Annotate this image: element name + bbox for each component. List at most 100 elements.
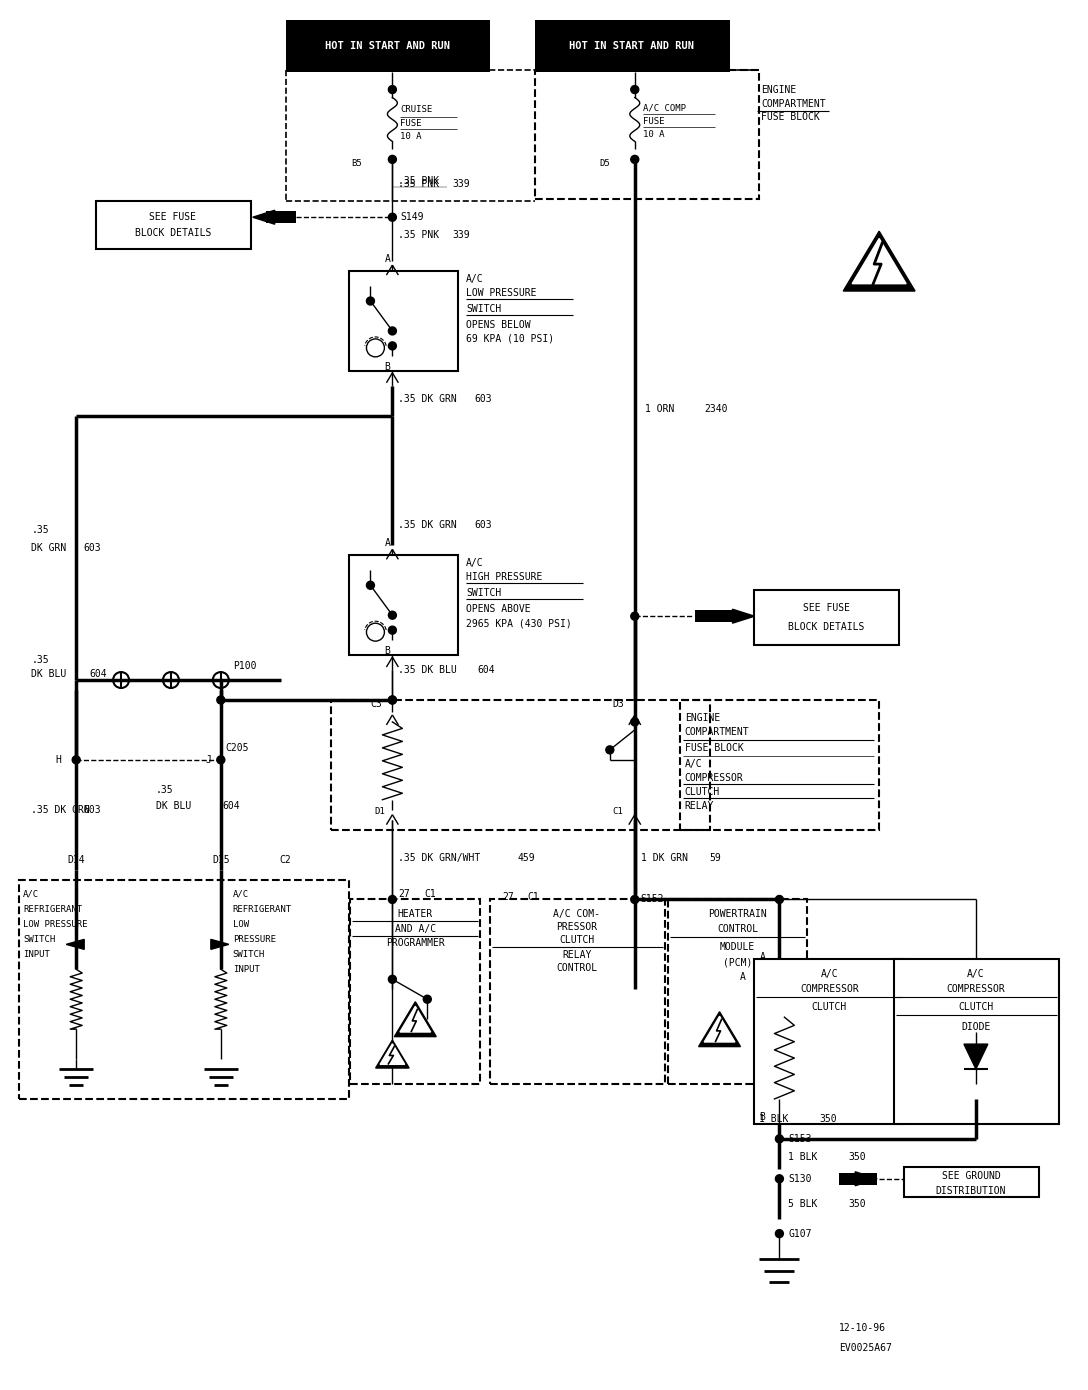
Polygon shape xyxy=(843,231,915,291)
Circle shape xyxy=(217,696,225,703)
Text: OPENS ABOVE: OPENS ABOVE xyxy=(466,605,531,614)
Text: A: A xyxy=(740,972,745,983)
Bar xyxy=(694,610,732,623)
Text: .35: .35 xyxy=(32,655,49,664)
Text: SWITCH: SWITCH xyxy=(23,935,55,944)
Polygon shape xyxy=(704,1016,734,1042)
Circle shape xyxy=(388,626,396,634)
Text: DK BLU: DK BLU xyxy=(156,801,191,810)
Text: P100: P100 xyxy=(233,662,257,671)
Circle shape xyxy=(388,86,396,93)
Bar xyxy=(754,591,899,645)
Text: A/C: A/C xyxy=(466,274,484,284)
Text: CONTROL: CONTROL xyxy=(717,924,758,934)
Text: .35: .35 xyxy=(32,525,49,535)
Text: C1: C1 xyxy=(613,808,623,816)
Text: ENGINE: ENGINE xyxy=(684,713,720,723)
Text: H: H xyxy=(55,755,61,765)
Text: 27: 27 xyxy=(502,892,514,902)
Text: .35: .35 xyxy=(156,785,174,795)
Text: MODULE: MODULE xyxy=(720,942,755,952)
Text: .35 DK GRN: .35 DK GRN xyxy=(32,805,90,815)
Text: C1: C1 xyxy=(424,890,436,899)
Text: 1 BLK: 1 BLK xyxy=(759,1113,789,1125)
Polygon shape xyxy=(394,1002,436,1037)
Bar xyxy=(286,19,490,72)
Polygon shape xyxy=(66,940,84,949)
Text: S152: S152 xyxy=(641,895,665,905)
Circle shape xyxy=(776,1175,783,1183)
Text: REFRIGERANT: REFRIGERANT xyxy=(233,905,292,915)
Text: 603: 603 xyxy=(474,520,492,531)
Text: AND A/C: AND A/C xyxy=(395,924,436,934)
Text: RELAY: RELAY xyxy=(562,951,592,960)
Bar xyxy=(894,959,1059,1125)
Text: D14: D14 xyxy=(67,855,85,865)
Text: B5: B5 xyxy=(351,158,362,168)
Text: RELAY: RELAY xyxy=(684,801,714,810)
Circle shape xyxy=(388,612,396,619)
Text: 604: 604 xyxy=(223,801,240,810)
Text: HIGH PRESSURE: HIGH PRESSURE xyxy=(466,573,543,582)
Text: 459: 459 xyxy=(517,852,534,863)
Text: (PCM): (PCM) xyxy=(722,958,752,967)
Text: BLOCK DETAILS: BLOCK DETAILS xyxy=(788,623,865,632)
Text: FUSE: FUSE xyxy=(400,120,422,128)
Text: 12-10-96: 12-10-96 xyxy=(839,1323,887,1333)
Circle shape xyxy=(217,756,225,765)
Text: G107: G107 xyxy=(789,1229,812,1238)
Text: 603: 603 xyxy=(83,805,101,815)
Text: .35 DK GRN: .35 DK GRN xyxy=(398,520,457,531)
Text: COMPRESSOR: COMPRESSOR xyxy=(684,773,743,783)
Text: .35 DK GRN/WHT: .35 DK GRN/WHT xyxy=(398,852,481,863)
Text: A/C: A/C xyxy=(23,890,39,899)
Circle shape xyxy=(776,1230,783,1237)
Text: S149: S149 xyxy=(400,213,424,222)
Text: .35 PNK: .35 PNK xyxy=(398,231,440,240)
Text: J: J xyxy=(205,755,211,765)
Text: A/C COM-: A/C COM- xyxy=(554,909,601,919)
Text: 10 A: 10 A xyxy=(643,129,665,139)
Text: B: B xyxy=(384,646,391,656)
Text: 604: 604 xyxy=(89,669,107,680)
Circle shape xyxy=(631,895,639,904)
Circle shape xyxy=(367,581,374,589)
Text: 1 DK GRN: 1 DK GRN xyxy=(641,852,688,863)
Circle shape xyxy=(367,297,374,304)
Text: A: A xyxy=(759,952,765,962)
Bar xyxy=(265,211,296,224)
Text: .35 PNK: .35 PNK xyxy=(398,179,440,189)
Text: 69 KPA (10 PSI): 69 KPA (10 PSI) xyxy=(466,334,554,343)
Text: HEATER: HEATER xyxy=(398,909,433,919)
Circle shape xyxy=(606,746,614,753)
Text: FUSE BLOCK: FUSE BLOCK xyxy=(762,113,820,122)
Text: SWITCH: SWITCH xyxy=(466,588,502,598)
Text: D5: D5 xyxy=(599,158,610,168)
Text: BLOCK DETAILS: BLOCK DETAILS xyxy=(135,228,211,238)
Circle shape xyxy=(388,342,396,350)
Text: CRUISE: CRUISE xyxy=(400,106,433,114)
Bar xyxy=(904,1166,1039,1197)
Text: S130: S130 xyxy=(789,1173,812,1184)
Text: FUSE: FUSE xyxy=(643,117,665,126)
Text: 350: 350 xyxy=(849,1152,866,1162)
Text: 350: 350 xyxy=(849,1198,866,1209)
Bar xyxy=(348,271,458,371)
Circle shape xyxy=(423,995,431,1004)
Text: 59: 59 xyxy=(709,852,721,863)
Text: B: B xyxy=(384,361,391,373)
Text: LOW PRESSURE: LOW PRESSURE xyxy=(466,288,536,297)
Text: HOT IN START AND RUN: HOT IN START AND RUN xyxy=(325,40,450,50)
Text: SEE FUSE: SEE FUSE xyxy=(149,213,197,222)
Polygon shape xyxy=(698,1012,741,1047)
Text: SEE FUSE: SEE FUSE xyxy=(803,603,850,613)
Circle shape xyxy=(388,696,396,703)
Circle shape xyxy=(388,213,396,221)
Circle shape xyxy=(388,696,396,703)
Text: 27: 27 xyxy=(398,890,410,899)
Text: CLUTCH: CLUTCH xyxy=(684,787,720,796)
Polygon shape xyxy=(964,1044,988,1069)
Text: 604: 604 xyxy=(478,664,495,676)
Polygon shape xyxy=(400,1006,431,1031)
Text: SWITCH: SWITCH xyxy=(466,304,502,314)
